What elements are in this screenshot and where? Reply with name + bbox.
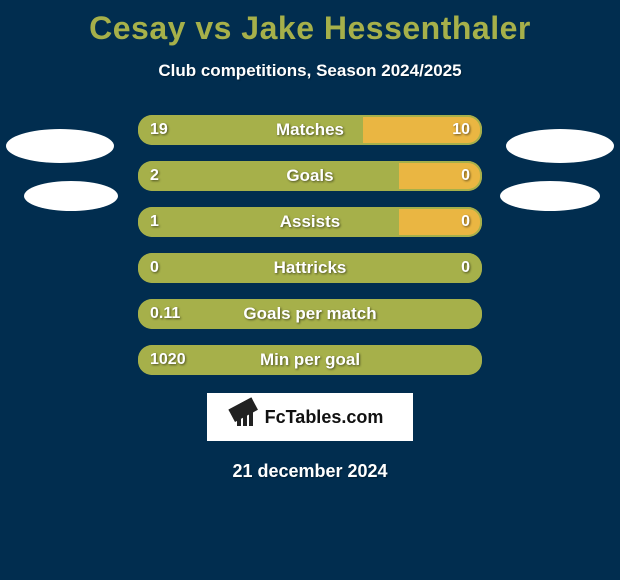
stat-right-value: 0 xyxy=(461,161,470,191)
stat-row-min-per-goal: 1020 Min per goal xyxy=(138,345,482,375)
comparison-infographic: Cesay vs Jake Hessenthaler Club competit… xyxy=(0,0,620,580)
stat-label: Goals per match xyxy=(138,299,482,329)
stat-label: Goals xyxy=(138,161,482,191)
bar-chart-icon xyxy=(237,408,259,426)
stat-row-assists: 1 Assists 0 xyxy=(138,207,482,237)
compare-area: 19 Matches 10 2 Goals 0 1 Assists 0 xyxy=(0,115,620,375)
stat-label: Assists xyxy=(138,207,482,237)
stat-right-value: 0 xyxy=(461,253,470,283)
player-left-photo-placeholder-1 xyxy=(6,129,114,163)
comparison-subtitle: Club competitions, Season 2024/2025 xyxy=(0,61,620,81)
stat-right-value: 0 xyxy=(461,207,470,237)
stat-label: Matches xyxy=(138,115,482,145)
player-right-photo-placeholder-2 xyxy=(500,181,600,211)
stat-label: Hattricks xyxy=(138,253,482,283)
stat-row-hattricks: 0 Hattricks 0 xyxy=(138,253,482,283)
stat-row-matches: 19 Matches 10 xyxy=(138,115,482,145)
fctables-logo: FcTables.com xyxy=(207,393,413,441)
stat-label: Min per goal xyxy=(138,345,482,375)
stat-bars: 19 Matches 10 2 Goals 0 1 Assists 0 xyxy=(138,115,482,391)
player-right-photo-placeholder-1 xyxy=(506,129,614,163)
stat-row-goals: 2 Goals 0 xyxy=(138,161,482,191)
infographic-date: 21 december 2024 xyxy=(0,461,620,482)
comparison-title: Cesay vs Jake Hessenthaler xyxy=(0,0,620,47)
player-left-photo-placeholder-2 xyxy=(24,181,118,211)
stat-row-goals-per-match: 0.11 Goals per match xyxy=(138,299,482,329)
logo-text: FcTables.com xyxy=(265,407,384,428)
stat-right-value: 10 xyxy=(452,115,470,145)
